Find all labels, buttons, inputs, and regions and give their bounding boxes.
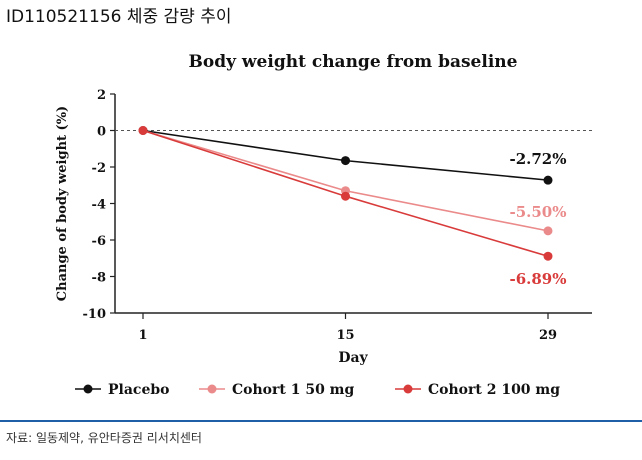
y-tick-label: -2 [92,161,106,176]
figure-caption: ID110521156 체중 감량 추이 [6,7,232,27]
data-point-cohort2 [341,191,350,201]
x-tick-label: 15 [336,328,354,343]
legend-label-cohort2: Cohort 2 100 mg [428,382,560,398]
data-label-placebo: -2.72% [509,150,566,168]
legend-swatch-marker [83,384,93,394]
legend-swatch-marker [403,384,413,394]
legend-label-cohort1: Cohort 1 50 mg [232,382,354,398]
weight-change-chart: Body weight change from baseline 2 0 -2 -4 -6… [55,52,592,398]
y-tick-label: 0 [97,125,106,140]
data-point-placebo [341,156,350,166]
source-note: 자료: 일동제약, 유안타증권 리서치센터 [6,431,202,445]
data-point-cohort2 [543,251,553,261]
y-tick-label: -8 [92,271,106,286]
legend-swatch-marker [207,384,217,394]
data-label-cohort1: -5.50% [509,203,566,221]
data-point-cohort1 [543,226,553,236]
series-line-placebo [142,129,549,181]
x-axis-label: Day [338,350,368,366]
x-tick-label: 29 [539,328,557,343]
y-tick-label: -10 [83,307,107,322]
series-line-cohort1 [142,129,549,232]
x-tick-label: 1 [138,328,147,343]
divider-rule [0,420,642,422]
y-axis-label: Change of body weight (%) [55,106,70,301]
chart-title: Body weight change from baseline [189,52,518,72]
data-point-placebo [543,175,553,185]
data-label-cohort2: -6.89% [509,270,566,288]
y-tick-label: 2 [97,88,106,103]
y-tick-label: -4 [92,198,106,213]
legend-label-placebo: Placebo [108,382,169,398]
data-point-cohort2 [138,126,148,135]
y-tick-label: -6 [92,234,106,249]
